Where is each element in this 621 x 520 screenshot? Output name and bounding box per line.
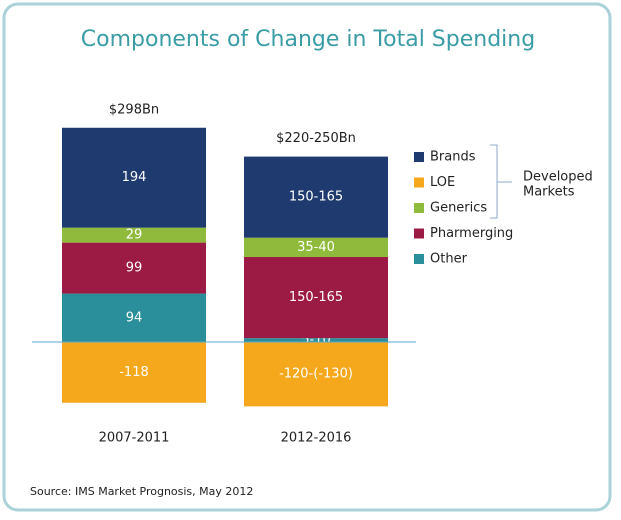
- x-tick-label: 2007-2011: [99, 431, 170, 446]
- bar-segment: [62, 242, 206, 294]
- legend-swatch: [414, 254, 424, 264]
- legend-label: Brands: [430, 150, 476, 165]
- bracket-label: Markets: [523, 185, 575, 200]
- value-label: 150-165: [289, 290, 343, 305]
- value-label: 150-165: [289, 190, 343, 205]
- legend-label: Other: [430, 252, 468, 267]
- bracket: [490, 144, 512, 219]
- legend-label: Pharmerging: [430, 226, 513, 241]
- chart-title: Components of Change in Total Spending: [81, 27, 535, 52]
- bar-segment: [244, 338, 388, 342]
- total-label: $220-250Bn: [276, 131, 356, 146]
- bar-segment: [244, 237, 388, 258]
- value-label: 94: [126, 310, 143, 325]
- value-label: 99: [126, 261, 143, 276]
- bar-segment: [244, 156, 388, 238]
- legend-swatch: [414, 203, 424, 213]
- x-tick-label: 2012-2016: [281, 431, 352, 446]
- bar-segment: [62, 293, 206, 342]
- legend-swatch: [414, 177, 424, 188]
- value-label: 29: [126, 228, 143, 243]
- bar-segment: [62, 127, 206, 228]
- bar-segment: [62, 342, 206, 403]
- bracket-label: Developed: [523, 170, 593, 185]
- total-label: $298Bn: [109, 102, 159, 117]
- bar-segment: [62, 227, 206, 243]
- legend-label: Generics: [430, 201, 487, 216]
- value-label: -118: [119, 365, 149, 380]
- value-label: 194: [122, 170, 147, 185]
- bar-segment: [244, 342, 388, 407]
- legend-label: LOE: [430, 175, 455, 190]
- source: Source: IMS Market Prognosis, May 2012: [30, 485, 253, 498]
- value-label: 35-40: [297, 240, 335, 255]
- bar-segment: [244, 257, 388, 339]
- legend-swatch: [414, 228, 424, 239]
- value-label: -120-(-130): [279, 367, 353, 382]
- legend-swatch: [414, 152, 424, 162]
